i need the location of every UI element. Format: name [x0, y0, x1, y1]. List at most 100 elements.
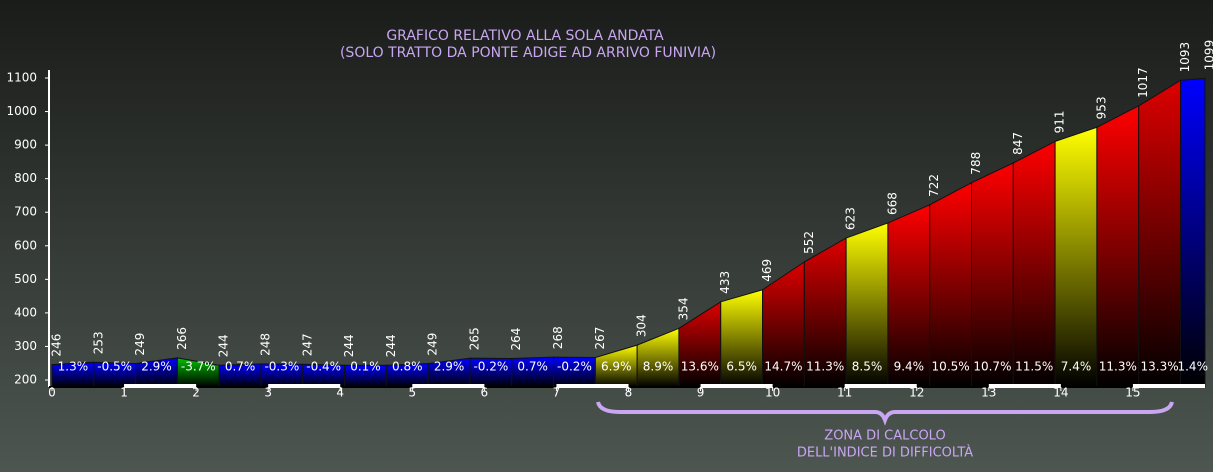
grade-label: 2.9%: [434, 360, 465, 374]
elevation-label: 248: [258, 333, 272, 356]
grade-label: -0.3%: [264, 360, 299, 374]
grade-label: 14.7%: [764, 360, 802, 374]
segment: [971, 162, 1014, 388]
elevation-label: 266: [175, 327, 189, 350]
segment: [1179, 77, 1206, 388]
elevation-label: 788: [969, 152, 983, 175]
chart-title: GRAFICO RELATIVO ALLA SOLA ANDATA: [386, 28, 664, 44]
x-tick-label: 4: [336, 386, 344, 400]
segment: [1138, 79, 1181, 388]
grade-label: 11.5%: [1015, 360, 1053, 374]
x-tick-label: 8: [625, 386, 633, 400]
elevation-label: 244: [342, 334, 356, 357]
x-tick-label: 10: [765, 386, 780, 400]
grade-label: 2.9%: [141, 360, 172, 374]
elevation-label: 469: [760, 259, 774, 282]
scale-bar: [268, 384, 341, 388]
x-tick-label: 13: [981, 386, 996, 400]
grade-label: -0.5%: [97, 360, 132, 374]
elevation-label: 953: [1094, 96, 1108, 119]
chart-subtitle: (SOLO TRATTO DA PONTE ADIGE AD ARRIVO FU…: [340, 45, 716, 61]
elevation-label: 1093: [1178, 42, 1192, 73]
elevation-label: 268: [551, 326, 565, 349]
elevation-label: 249: [426, 333, 440, 356]
elevation-label: 249: [133, 333, 147, 356]
elevation-label: 847: [1011, 132, 1025, 155]
scale-bar: [556, 384, 629, 388]
grade-label: 13.6%: [681, 360, 719, 374]
elevation-label: 623: [844, 207, 858, 230]
x-tick-label: 14: [1053, 386, 1068, 400]
elevation-label: 722: [927, 174, 941, 197]
grade-label: 1.4%: [1177, 360, 1208, 374]
segment: [1012, 140, 1056, 388]
elevation-label: 264: [509, 328, 523, 351]
grade-label: 8.9%: [643, 360, 674, 374]
scale-bar: [700, 384, 773, 388]
x-tick-label: 11: [837, 386, 852, 400]
grade-label: -0.4%: [306, 360, 341, 374]
grade-label: 0.7%: [225, 360, 256, 374]
elevation-label: 244: [217, 334, 231, 357]
scale-bar: [1132, 384, 1205, 388]
grade-label: 7.4%: [1061, 360, 1092, 374]
y-tick-label: 900: [14, 138, 37, 152]
scale-bar: [844, 384, 917, 388]
y-tick-label: 200: [14, 373, 37, 387]
segment: [1054, 126, 1098, 388]
grade-label: 11.3%: [1099, 360, 1137, 374]
segment: [929, 181, 973, 388]
x-tick-label: 1: [120, 386, 128, 400]
grade-label: 10.7%: [973, 360, 1011, 374]
y-tick-label: 500: [14, 272, 37, 286]
brace: [596, 401, 1174, 426]
y-tick-label: 1100: [6, 71, 37, 85]
y-tick-label: 700: [14, 205, 37, 219]
grade-label: -0.2%: [473, 360, 508, 374]
elevation-label: 246: [50, 334, 64, 357]
annotation: DELL'INDICE DI DIFFICOLTÀ: [797, 445, 973, 461]
elevation-label: 354: [676, 297, 690, 320]
x-tick-label: 2: [192, 386, 200, 400]
y-tick-label: 800: [14, 171, 37, 185]
grade-label: 10.5%: [932, 360, 970, 374]
scale-bar: [988, 384, 1061, 388]
y-tick-label: 400: [14, 305, 37, 319]
elevation-label: 265: [467, 327, 481, 350]
elevation-label: 911: [1053, 111, 1067, 134]
elevation-label: 433: [718, 271, 732, 294]
grade-label: 1.3%: [58, 360, 89, 374]
grade-label: 0.7%: [517, 360, 548, 374]
y-tick-label: 600: [14, 238, 37, 252]
x-tick-label: 12: [909, 386, 924, 400]
x-tick-label: 9: [697, 386, 705, 400]
segment: [1096, 105, 1140, 388]
elevation-label: 253: [91, 331, 105, 354]
grade-label: 6.5%: [726, 360, 757, 374]
x-tick-label: 5: [408, 386, 416, 400]
x-tick-label: 15: [1125, 386, 1140, 400]
elevation-label: 668: [885, 192, 899, 215]
elevation-label: 552: [802, 231, 816, 254]
grade-label: -3.7%: [181, 360, 216, 374]
grade-label: 9.4%: [894, 360, 925, 374]
scale-bar: [412, 384, 485, 388]
elevation-label: 304: [635, 314, 649, 337]
elevation-label: 247: [300, 333, 314, 356]
x-tick-label: 7: [553, 386, 561, 400]
grade-label: 0.8%: [392, 360, 423, 374]
x-tick-label: 3: [264, 386, 272, 400]
y-tick-label: 300: [14, 339, 37, 353]
y-tick-label: 1000: [6, 104, 37, 118]
annotation: ZONA DI CALCOLO: [824, 429, 945, 444]
elevation-label: 1099: [1203, 40, 1213, 71]
elevation-label: 1017: [1136, 67, 1150, 98]
grade-label: 6.9%: [601, 360, 632, 374]
grade-label: 11.3%: [806, 360, 844, 374]
grade-label: -0.2%: [557, 360, 592, 374]
elevation-label: 244: [384, 334, 398, 357]
grade-label: 0.1%: [350, 360, 381, 374]
x-tick-label: 0: [48, 386, 56, 400]
grade-label: 8.5%: [852, 360, 883, 374]
